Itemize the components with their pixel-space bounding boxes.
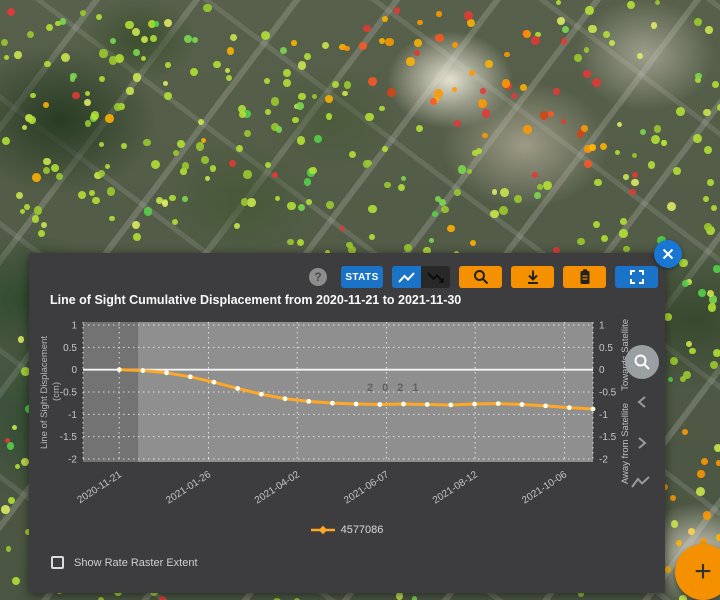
magnifier-icon (634, 354, 650, 370)
chevron-left-icon (637, 396, 646, 408)
show-rate-raster-checkbox-row[interactable]: Show Rate Raster Extent (51, 556, 198, 569)
close-icon (662, 248, 674, 260)
svg-text:0: 0 (599, 365, 605, 376)
svg-text:0.5: 0.5 (599, 343, 613, 354)
svg-text:-0.5: -0.5 (60, 388, 78, 399)
chart-legend: 4577086 (29, 524, 665, 536)
svg-text:2021-06-07: 2021-06-07 (342, 469, 391, 506)
svg-text:2021-10-06: 2021-10-06 (520, 469, 569, 506)
download-icon (527, 270, 538, 284)
chart-mode-toggle (392, 266, 450, 288)
svg-text:-1.5: -1.5 (60, 432, 78, 443)
checkbox-label: Show Rate Raster Extent (74, 556, 198, 569)
series-nav-button[interactable] (630, 474, 652, 490)
svg-text:1: 1 (71, 321, 77, 332)
svg-text:-1.5: -1.5 (599, 432, 617, 443)
next-point-button[interactable] (633, 434, 651, 452)
timeseries-panel: ? STATS (29, 253, 665, 593)
svg-text:-2: -2 (68, 455, 77, 466)
stats-button[interactable]: STATS (341, 266, 383, 288)
help-icon[interactable]: ? (309, 268, 327, 286)
clipboard-icon (580, 269, 589, 284)
zoom-tool-button[interactable] (459, 266, 502, 288)
svg-text:2021-08-12: 2021-08-12 (431, 469, 480, 506)
previous-point-button[interactable] (633, 393, 651, 411)
fullscreen-icon (629, 270, 644, 284)
chart-title: Line of Sight Cumulative Displacement fr… (50, 293, 462, 307)
legend-series-marker (310, 525, 335, 535)
trend-up-icon (398, 271, 415, 283)
close-button[interactable] (654, 240, 682, 268)
magnifier-icon (473, 270, 488, 285)
download-button[interactable] (511, 266, 554, 288)
checkbox-unchecked[interactable] (51, 556, 64, 569)
svg-text:2021-04-02: 2021-04-02 (253, 469, 302, 506)
svg-text:-1: -1 (599, 410, 608, 421)
displacement-chart[interactable]: 2021 1 1 0.5 0.5 0 0 -0.5 -0.5 -1 -1 -1.5 -1.5 -2 -2 20… (29, 313, 665, 525)
panel-toolbar: ? STATS (309, 266, 658, 288)
svg-text:2021-01-26: 2021-01-26 (164, 469, 213, 506)
trend-down-icon (427, 271, 444, 283)
svg-text:0.5: 0.5 (63, 343, 77, 354)
svg-text:2020-11-21: 2020-11-21 (76, 469, 125, 506)
svg-text:-1: -1 (68, 410, 77, 421)
right-axis-label-away: Away from Satellite (620, 403, 631, 485)
svg-text:-0.5: -0.5 (599, 388, 617, 399)
svg-text:0: 0 (71, 365, 77, 376)
zigzag-line-icon (631, 476, 650, 488)
trend-down-toggle-button[interactable] (421, 266, 450, 288)
svg-text:-2: -2 (599, 455, 608, 466)
chart-zoom-button[interactable] (625, 345, 659, 379)
clipboard-button[interactable] (563, 266, 606, 288)
chevron-right-icon (638, 437, 647, 449)
legend-series-label: 4577086 (340, 524, 384, 536)
add-fab-button[interactable]: + (675, 544, 720, 600)
svg-text:2021: 2021 (367, 382, 427, 394)
svg-text:1: 1 (599, 321, 605, 332)
plus-icon: + (694, 555, 712, 588)
line-chart-toggle-button[interactable] (392, 266, 421, 288)
fullscreen-button[interactable] (615, 266, 658, 288)
